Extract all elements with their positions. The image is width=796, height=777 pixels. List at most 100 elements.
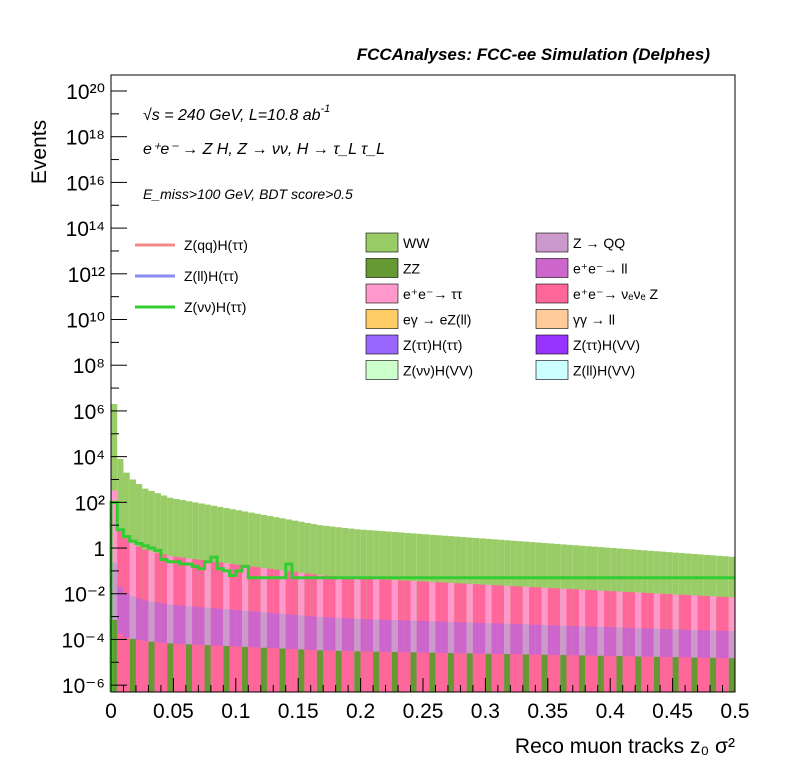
stack-bin: [192, 502, 199, 692]
legend-signal: Z(qq)H(ττ) Z(ll)H(ττ) Z(νν)H(ττ): [135, 237, 248, 315]
stack-bin: [504, 540, 511, 692]
stack-segment: [678, 657, 686, 692]
stack-bin: [641, 550, 648, 692]
stack-segment: [360, 651, 367, 692]
stack-bin: [123, 472, 130, 692]
stack-segment: [173, 643, 180, 692]
stack-segment: [398, 652, 405, 692]
stack-bin: [685, 553, 692, 692]
stack-bin: [235, 510, 243, 692]
stack-bin: [647, 550, 654, 692]
stack-bin: [360, 529, 367, 692]
stack-bin: [273, 517, 280, 692]
legend-background-entry: Z → QQ: [535, 232, 625, 253]
stack-segment: [260, 647, 267, 692]
figure-title: FCCAnalyses: FCC-ee Simulation (Delphes): [357, 45, 711, 64]
x-tick-label: 0.35: [527, 700, 568, 723]
stack-bin: [260, 514, 267, 692]
stack-segment: [341, 650, 349, 692]
stack-segment: [466, 653, 473, 692]
stack-bin: [310, 524, 317, 692]
stack-segment: [135, 640, 143, 692]
stack-segment: [167, 643, 174, 692]
stack-bin: [254, 513, 261, 692]
legend-background-entry: ZZ: [365, 258, 421, 278]
stack-segment: [435, 652, 442, 692]
legend-signal-entry: Z(ll)H(ττ): [135, 268, 239, 284]
stack-segment: [529, 654, 536, 692]
stack-segment: [653, 656, 661, 692]
y-tick-label: 10²: [75, 492, 105, 515]
stack-bin: [572, 545, 579, 692]
stack-bin: [441, 535, 448, 692]
stack-segment: [441, 652, 448, 692]
stack-bin: [610, 548, 617, 692]
stack-bin: [541, 543, 548, 692]
stack-bin: [479, 538, 486, 692]
y-tick-label: 10¹⁸: [66, 127, 105, 150]
legend-label: e⁺e⁻→ ττ: [403, 286, 463, 302]
stack-bin: [291, 520, 299, 692]
stack-segment: [423, 652, 430, 692]
stack-bin: [678, 553, 686, 692]
process-label: e⁺e⁻ → Z H, Z → νν, H → τ_L τ_L: [143, 141, 385, 158]
stack-segment: [179, 644, 186, 692]
legend-label: Z(ττ)H(VV): [573, 337, 640, 353]
stack-segment: [716, 657, 723, 692]
legend-background-entry: γγ → ll: [535, 309, 615, 329]
legend-swatch: [535, 283, 569, 304]
stack-segment: [148, 641, 155, 692]
x-tick-label: 0.15: [278, 700, 319, 723]
signal-znn-line: [109, 500, 735, 692]
stack-segment: [348, 651, 355, 692]
stack-segment: [491, 653, 498, 692]
y-axis: 10⁻⁶ 10⁻⁴ 10⁻² 1 10² 10⁴ 10⁶ 10⁸ 10¹⁰ 10¹² 10¹⁴ 10¹…: [62, 81, 127, 698]
legend-swatch: [535, 360, 569, 380]
y-tick-label: 10¹⁰: [66, 310, 105, 333]
stack-segment: [285, 648, 292, 692]
y-tick-label: 10²⁰: [66, 81, 105, 104]
stack-segment: [267, 648, 274, 692]
stack-bin: [379, 531, 386, 692]
stack-segment: [329, 650, 336, 692]
stack-segment: [660, 656, 667, 692]
y-tick-label: 10⁴: [73, 447, 105, 470]
stack-segment: [647, 656, 654, 692]
legend-swatch: [365, 283, 399, 304]
legend-background-entry: e⁺e⁻→ νₑνₑ Z: [535, 283, 659, 304]
y-axis-title: Events: [28, 120, 51, 184]
stack-segment: [273, 648, 280, 692]
stack-segment: [142, 641, 149, 692]
stack-segment: [385, 651, 392, 692]
stack-bin: [279, 518, 286, 692]
stack-bin: [660, 551, 667, 692]
stack-bin: [223, 508, 230, 692]
stack-segment: [279, 648, 286, 692]
stack-segment: [310, 650, 317, 692]
stack-bin: [672, 552, 679, 692]
stack-segment: [641, 656, 648, 692]
stack-segment: [373, 651, 380, 692]
stack-bin: [248, 512, 255, 692]
stack-segment: [497, 653, 505, 692]
stack-bin: [472, 537, 480, 692]
stack-segment: [535, 654, 542, 692]
legend-swatch: [535, 309, 569, 329]
y-tick-label: 10⁶: [73, 401, 105, 424]
stack-segment: [697, 657, 704, 692]
stack-bin: [179, 500, 186, 692]
stack-segment: [198, 644, 205, 692]
stack-bin: [703, 554, 711, 692]
stack-bin: [135, 484, 143, 692]
selection-label: E_miss>100 GeV, BDT score>0.5: [143, 186, 353, 202]
legend-label: γγ → ll: [573, 312, 615, 328]
x-tick-label: 0.5: [720, 700, 749, 723]
x-tick-label: 0.2: [346, 700, 375, 723]
stack-segment: [728, 658, 735, 692]
stack-segment: [691, 657, 698, 692]
y-tick-label: 10⁸: [73, 355, 105, 378]
stack-bin: [416, 533, 423, 692]
stack-segment: [541, 654, 548, 692]
x-tick-label: 0.05: [153, 700, 194, 723]
